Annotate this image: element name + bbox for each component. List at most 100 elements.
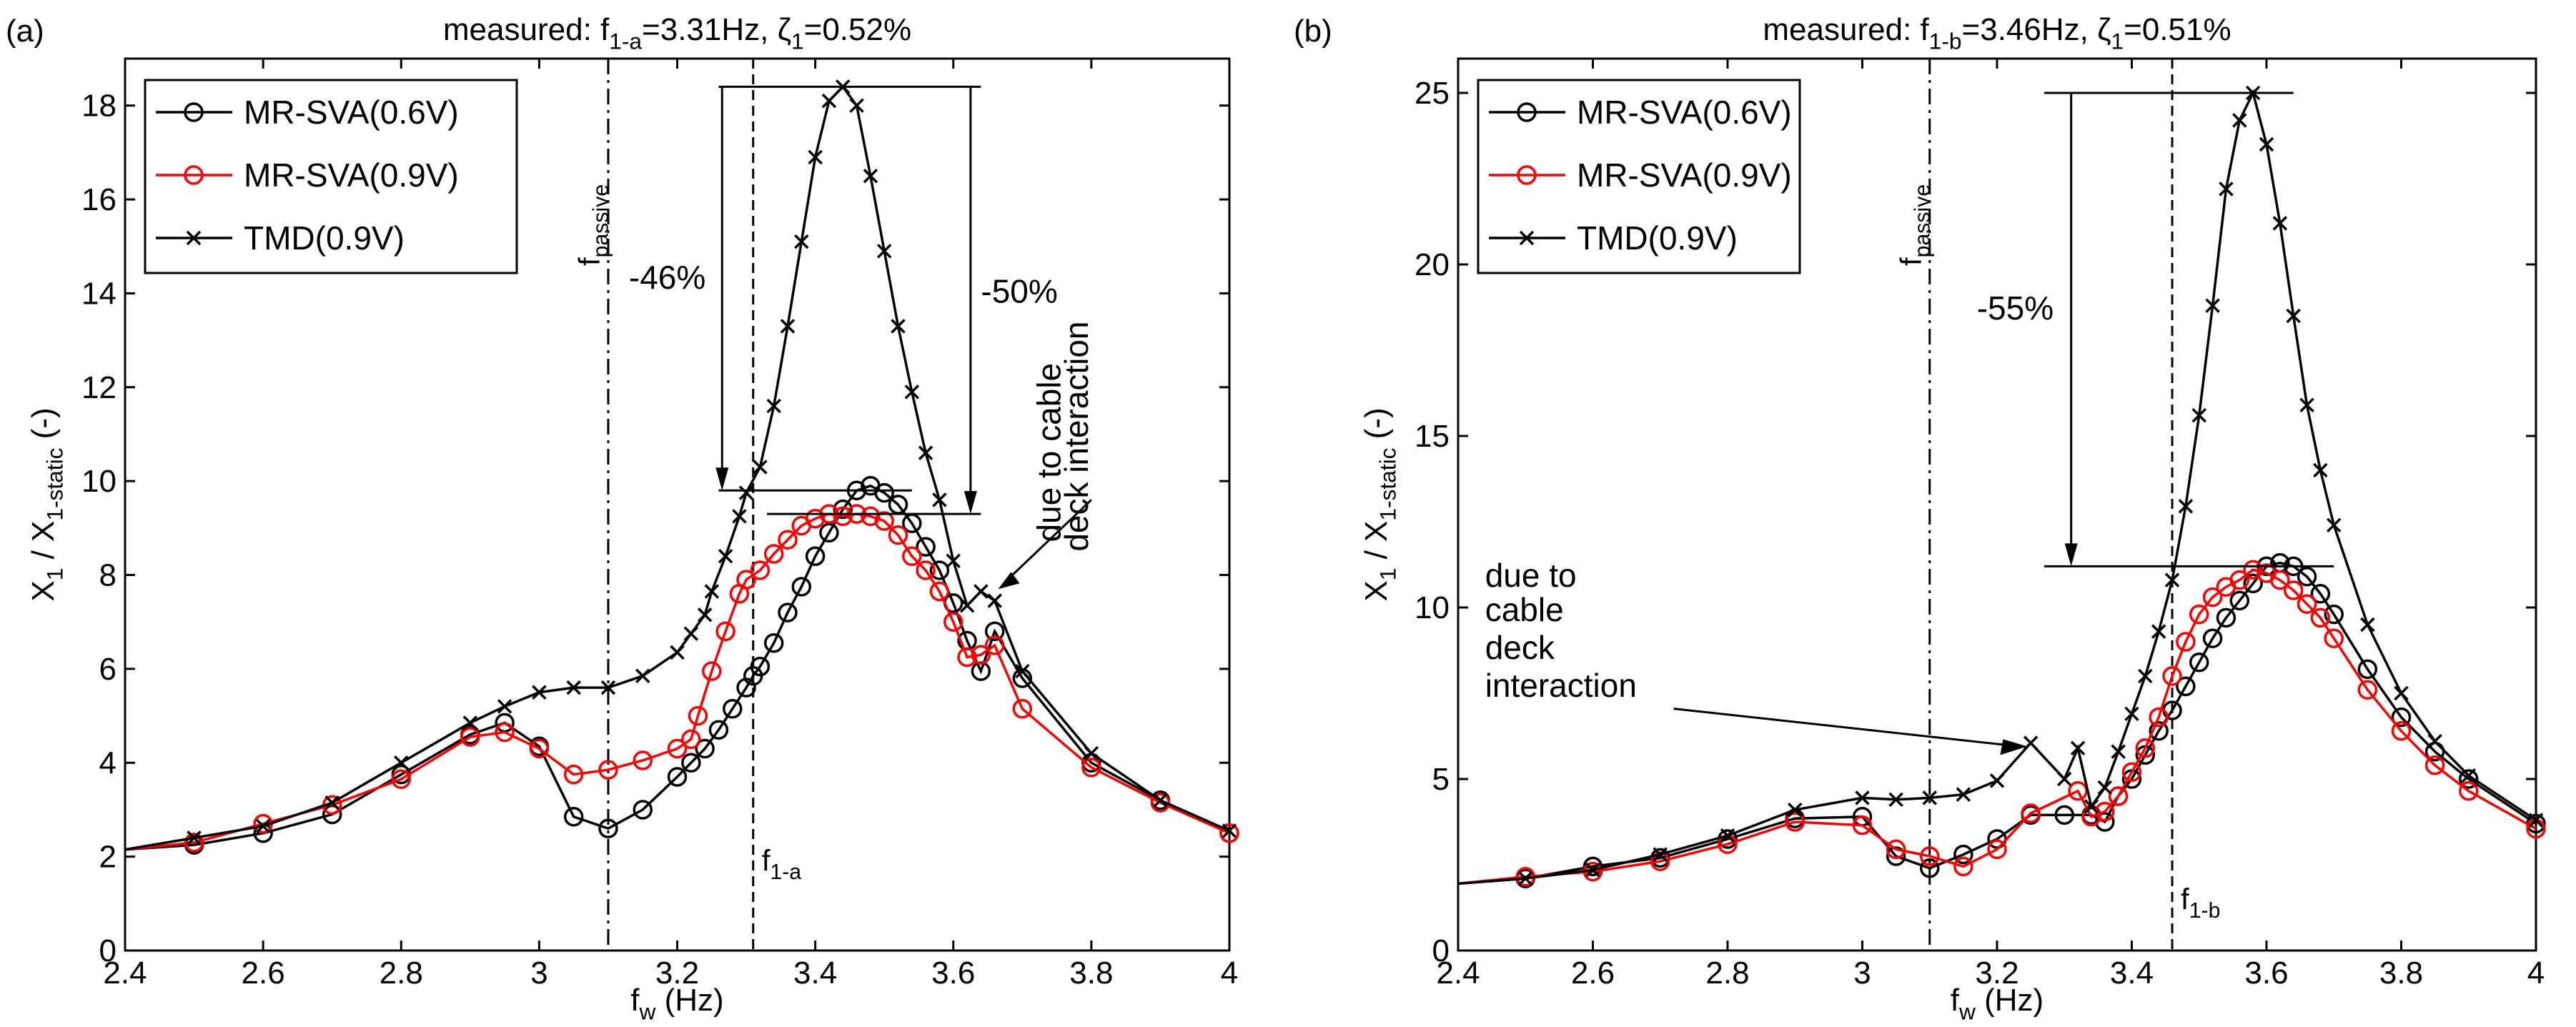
y-tick-label: 6 bbox=[99, 652, 117, 687]
data-point-x bbox=[794, 234, 809, 249]
panel-b: (b) measured: f1-b=3.46Hz, ζ1=0.51%2.4 2.6… bbox=[1294, 12, 2546, 1024]
data-point-x bbox=[974, 584, 989, 599]
y-axis-label-part: / X bbox=[26, 521, 61, 568]
x-tick-label: 3.6 bbox=[2244, 956, 2288, 991]
data-point-circle bbox=[2243, 560, 2263, 580]
legend-marker-x bbox=[1519, 230, 1535, 246]
legend-marker-circle bbox=[1517, 102, 1537, 122]
data-point-x bbox=[2191, 407, 2206, 423]
data-point-circle bbox=[2176, 676, 2196, 697]
data-point-circle bbox=[916, 560, 936, 580]
y-tick-label: 8 bbox=[99, 558, 117, 593]
legend-marker-circle bbox=[184, 102, 204, 122]
data-point-circle bbox=[1987, 839, 2007, 860]
data-point-circle bbox=[1852, 815, 1873, 835]
y-tick-label: 25 bbox=[1415, 76, 1450, 111]
y-axis-label: X1 / X1-static (-) bbox=[1359, 407, 1400, 601]
data-point-circle bbox=[598, 818, 618, 838]
x-tick-label: 3.4 bbox=[2110, 956, 2154, 991]
reduction-arrow-head bbox=[963, 491, 977, 515]
y-axis-label-part: (-) bbox=[1359, 407, 1394, 447]
data-point-x bbox=[946, 553, 961, 569]
data-point-circle bbox=[1012, 698, 1033, 719]
data-point-x bbox=[1653, 847, 1668, 862]
data-point-circle bbox=[778, 530, 798, 550]
data-point-circle bbox=[715, 621, 735, 642]
data-point-circle bbox=[736, 570, 756, 590]
x-tick-label: 2.8 bbox=[1705, 956, 1749, 991]
data-point-x bbox=[738, 485, 754, 500]
fpassive-label: fpassive bbox=[1894, 184, 1935, 266]
y-tick-label: 0 bbox=[99, 933, 117, 968]
annotation-text: due to cable bbox=[1030, 363, 1067, 542]
data-point-x bbox=[2084, 799, 2099, 814]
data-point-circle bbox=[1953, 856, 1973, 877]
y-tick-label: 0 bbox=[1432, 933, 1450, 968]
data-point-x bbox=[718, 549, 733, 564]
data-point-x bbox=[959, 597, 975, 613]
f1-label-part: 1-b bbox=[2189, 899, 2221, 923]
data-point-circle bbox=[2270, 570, 2290, 590]
data-point-circle bbox=[984, 621, 1005, 642]
data-point-circle bbox=[2135, 738, 2156, 758]
y-tick-label: 12 bbox=[81, 370, 117, 405]
data-point-x bbox=[2219, 182, 2234, 197]
data-point-x bbox=[753, 460, 768, 475]
chart-title-part: =0.52% bbox=[804, 12, 911, 47]
data-point-circle bbox=[529, 738, 550, 759]
chart-title-part: measured: f bbox=[1763, 12, 1929, 47]
reduction-arrow-head bbox=[715, 467, 729, 491]
y-axis-label-part: 1 bbox=[41, 568, 67, 581]
fpassive-label-part: f bbox=[573, 257, 606, 266]
data-point-circle bbox=[681, 729, 701, 750]
data-point-x bbox=[635, 668, 650, 683]
data-point-circle bbox=[2324, 628, 2344, 648]
x-tick-label: 3.4 bbox=[793, 956, 837, 991]
data-point-circle bbox=[688, 705, 708, 726]
data-point-circle bbox=[1953, 844, 1973, 865]
data-point-circle bbox=[2068, 781, 2088, 801]
panel-label: (a) bbox=[6, 14, 44, 49]
annotation-text: deck bbox=[1485, 629, 1555, 666]
data-point-x bbox=[2327, 517, 2342, 533]
x-tick-label: 3.2 bbox=[655, 956, 699, 991]
x-tick-label: 3.2 bbox=[1975, 956, 2018, 991]
y-tick-label: 16 bbox=[81, 182, 117, 217]
y-axis-label-part: 1-static bbox=[41, 448, 67, 521]
data-point-x bbox=[697, 607, 713, 622]
data-point-circle bbox=[2229, 590, 2250, 611]
chart-title-part: 1 bbox=[2111, 28, 2124, 54]
data-point-circle bbox=[633, 800, 653, 820]
data-point-circle bbox=[598, 760, 618, 780]
data-point-x bbox=[2272, 216, 2288, 231]
y-tick-label: 2 bbox=[99, 840, 117, 875]
data-point-circle bbox=[695, 738, 715, 759]
data-point-circle bbox=[1886, 846, 1906, 866]
x-tick-label: 2.8 bbox=[380, 956, 423, 991]
data-point-circle bbox=[1886, 839, 1906, 860]
data-point-x bbox=[1153, 793, 1168, 808]
data-point-x bbox=[1956, 787, 1971, 802]
x-tick-label: 4 bbox=[2527, 956, 2545, 991]
data-point-circle bbox=[833, 499, 853, 520]
x-tick-label: 2.4 bbox=[103, 956, 147, 991]
data-point-circle bbox=[929, 560, 950, 580]
annotation-text: cable bbox=[1485, 591, 1564, 628]
data-point-x bbox=[683, 626, 699, 641]
data-point-circle bbox=[2243, 573, 2263, 594]
data-point-circle bbox=[984, 635, 1005, 655]
legend-marker-circle bbox=[184, 165, 204, 185]
data-point-x bbox=[2178, 499, 2194, 514]
data-point-circle bbox=[681, 753, 701, 773]
data-point-x bbox=[2313, 462, 2328, 478]
x-axis-label-part: (Hz) bbox=[655, 983, 723, 1018]
data-point-circle bbox=[667, 767, 688, 787]
f1-label-part: f bbox=[2181, 882, 2189, 916]
data-point-circle bbox=[2176, 632, 2196, 652]
x-axis-label-part: w bbox=[639, 998, 656, 1024]
data-point-x bbox=[766, 398, 781, 414]
data-point-circle bbox=[874, 482, 894, 503]
data-point-x bbox=[704, 584, 720, 599]
data-point-circle bbox=[1582, 856, 1603, 877]
